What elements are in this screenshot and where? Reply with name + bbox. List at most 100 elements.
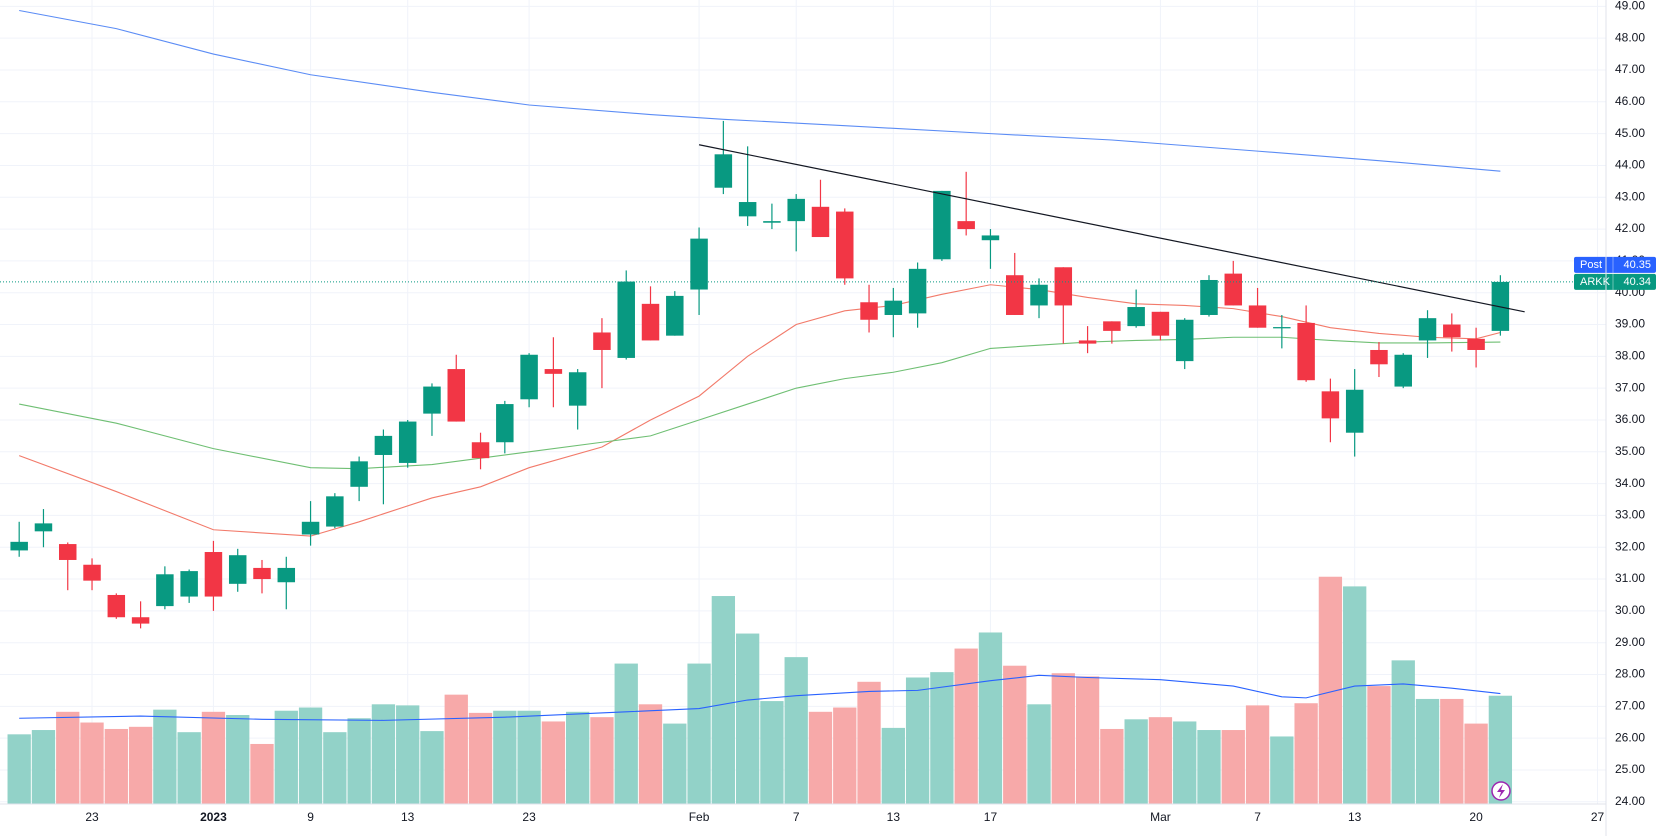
volume-bar	[177, 732, 201, 804]
candle-body	[350, 461, 368, 487]
x-tick-label: 13	[887, 810, 901, 824]
volume-bar	[1245, 705, 1270, 804]
volume-bar	[517, 710, 541, 804]
candle-body	[1054, 267, 1073, 306]
candle-body	[884, 300, 903, 315]
price-label-value: 40.35	[1623, 259, 1651, 271]
candle-body	[471, 442, 490, 459]
volume-bar	[663, 723, 687, 804]
replay-icon[interactable]	[1491, 781, 1511, 801]
y-tick-label: 35.00	[1615, 444, 1645, 458]
y-tick-label: 30.00	[1615, 603, 1645, 617]
volume-bar	[1051, 673, 1075, 804]
y-tick-label: 48.00	[1615, 30, 1645, 44]
moving-average-line	[19, 9, 1501, 172]
volume-bar	[56, 711, 80, 804]
candle-body	[981, 235, 1000, 241]
volume-bar	[493, 710, 517, 804]
y-tick-label: 44.00	[1615, 158, 1645, 172]
volume-bar	[104, 728, 128, 804]
overlay-layer: 24.00 25.00 26.00 27.00 28.00 29.00 30.00 31.00…	[0, 0, 1656, 824]
candle-body	[787, 198, 805, 222]
volume-bar	[1367, 686, 1391, 804]
y-tick-label: 45.00	[1615, 126, 1645, 140]
candle-body	[544, 369, 563, 374]
candle-body	[228, 555, 247, 584]
icon-bolt	[1497, 784, 1505, 798]
volume-bar	[274, 710, 298, 804]
candle-body	[520, 354, 538, 400]
candle-body	[1200, 279, 1218, 315]
trendline	[698, 144, 1525, 313]
candle-body	[1224, 273, 1243, 306]
volume-bar	[80, 722, 104, 804]
candle-body	[617, 281, 635, 358]
candle-body	[763, 221, 781, 223]
price-label: Post 40.35	[1574, 256, 1656, 273]
candle-body	[1418, 318, 1437, 341]
candle-body	[1467, 338, 1485, 350]
volume-bar	[590, 717, 614, 804]
candle-body	[836, 211, 854, 279]
x-tick-label: 7	[1254, 810, 1261, 824]
candle-body	[326, 496, 344, 527]
y-tick-label: 49.00	[1615, 0, 1645, 13]
volume-bar	[444, 694, 468, 804]
candle-body	[156, 574, 174, 607]
candle-body	[253, 567, 271, 580]
candle-body	[131, 617, 150, 624]
x-tick-label: 13	[401, 810, 415, 824]
volume-bar	[881, 727, 905, 804]
candle-body	[860, 302, 878, 320]
volume-bar	[735, 633, 760, 804]
volume-bar	[1391, 660, 1415, 804]
volume-bar	[1464, 723, 1488, 804]
candle-body	[277, 567, 296, 583]
volume-bar	[201, 711, 226, 804]
volume-bar	[226, 715, 250, 804]
candle-body	[738, 202, 757, 217]
y-tick-label: 25.00	[1615, 762, 1645, 776]
volume-bar	[857, 681, 881, 804]
volume-bar	[1027, 704, 1051, 804]
y-tick-label: 31.00	[1615, 571, 1645, 585]
candle-body	[1030, 284, 1048, 306]
volume-bar	[1221, 730, 1245, 804]
candle-body	[1297, 322, 1315, 381]
x-tick-label: 27	[1591, 810, 1605, 824]
candle-body	[1127, 307, 1145, 327]
y-tick-label: 28.00	[1615, 667, 1645, 681]
candle-body	[714, 154, 733, 188]
volume-bar	[638, 704, 663, 804]
volume-bar	[1440, 698, 1464, 804]
candle-body	[204, 552, 223, 597]
candle-body	[1321, 391, 1340, 419]
candle-body	[496, 404, 514, 443]
candle-body	[1151, 311, 1170, 336]
x-tick-label: 17	[984, 810, 998, 824]
y-tick-label: 42.00	[1615, 221, 1645, 235]
moving-average-line	[19, 674, 1501, 721]
y-tick-label: 32.00	[1615, 539, 1645, 553]
candle-body	[690, 238, 708, 290]
candle-body	[423, 386, 441, 414]
volume-bar	[541, 721, 566, 804]
y-tick-label: 24.00	[1615, 794, 1645, 808]
volume-bar	[1294, 703, 1318, 804]
volume-bar	[298, 707, 323, 804]
candle-body	[957, 221, 975, 230]
x-tick-label: 9	[307, 810, 314, 824]
y-tick-label: 26.00	[1615, 730, 1645, 744]
volume-bar	[7, 734, 31, 804]
candle-body	[933, 190, 951, 260]
candle-body	[568, 372, 587, 406]
price-label-box	[1574, 256, 1656, 273]
price-label-box	[1574, 273, 1656, 290]
volume-bar	[833, 707, 857, 804]
x-tick-label: 13	[1348, 810, 1362, 824]
volume-bar	[1415, 698, 1440, 804]
candle-body	[83, 564, 101, 581]
candle-body	[593, 332, 611, 350]
volume-bar	[1173, 721, 1197, 804]
volume-bar	[784, 657, 808, 804]
